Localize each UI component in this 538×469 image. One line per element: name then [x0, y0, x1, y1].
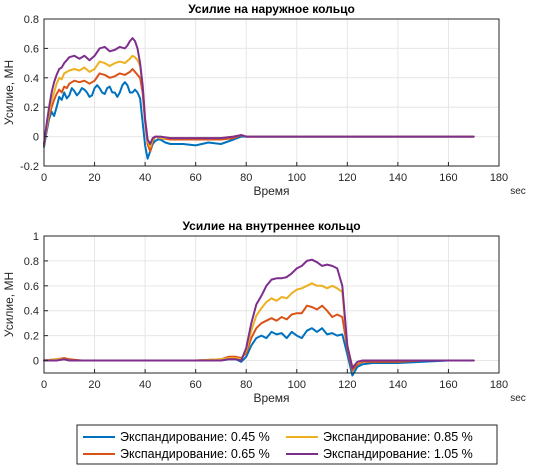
y-tick-label: -0.2 [20, 161, 39, 173]
legend: Экспандирование: 0.45 % Экспандирование:… [76, 424, 498, 465]
x-tick-label: 80 [240, 379, 252, 391]
x-tick-label: 80 [240, 172, 252, 184]
legend-label: Экспандирование: 1.05 % [323, 447, 473, 461]
y-axis-label: Усилие, МН [2, 60, 16, 125]
x-tick-label: 180 [490, 172, 508, 184]
chart-bottom-inner-ring-force: Усилие на внутреннее кольцо Время sec Ус… [2, 219, 526, 405]
series-line [43, 81, 475, 160]
y-tick-label: 0.4 [24, 306, 39, 318]
x-axis-label: Время [253, 184, 289, 198]
y-tick-label: 0.8 [24, 256, 39, 268]
y-tick-label: 0.8 [24, 14, 39, 26]
x-tick-label: 160 [439, 172, 457, 184]
x-tick-label: 40 [139, 379, 151, 391]
x-axis-unit: sec [510, 393, 526, 404]
x-tick-label: 180 [490, 379, 508, 391]
y-tick-label: 0.2 [24, 102, 39, 114]
x-tick-label: 120 [338, 172, 356, 184]
legend-label: Экспандирование: 0.65 % [120, 447, 270, 461]
axes [43, 235, 500, 374]
legend-label: Экспандирование: 0.85 % [323, 430, 473, 444]
chart-title: Усилие на наружное кольцо [188, 2, 355, 16]
x-tick-label: 0 [41, 379, 47, 391]
y-tick-label: 0.6 [24, 43, 39, 55]
series-line [43, 37, 475, 145]
y-tick-label: 1 [33, 231, 39, 243]
x-tick-label: 60 [190, 172, 202, 184]
y-tick-label: 0 [33, 356, 39, 368]
x-tick-label: 40 [139, 172, 151, 184]
legend-label: Экспандирование: 0.45 % [120, 430, 270, 444]
series-group [43, 37, 475, 160]
x-tick-label: 140 [389, 172, 407, 184]
x-tick-label: 100 [288, 172, 306, 184]
axes-frame [43, 18, 500, 167]
x-tick-label: 160 [439, 379, 457, 391]
x-tick-label: 120 [338, 379, 356, 391]
axes-frame [43, 235, 500, 374]
chart-title: Усилие на внутреннее кольцо [182, 219, 360, 233]
legend-entry: Экспандирование: 0.45 % [83, 430, 270, 444]
y-tick-label: 0.4 [24, 73, 39, 85]
y-axis-label: Усилие, МН [2, 272, 16, 337]
legend-entry: Экспандирование: 0.65 % [83, 447, 270, 461]
series-line [43, 258, 475, 369]
x-tick-label: 20 [88, 379, 100, 391]
y-tick-label: 0.6 [24, 281, 39, 293]
x-tick-label: 60 [190, 379, 202, 391]
legend-entry: Экспандирование: 1.05 % [286, 447, 473, 461]
x-tick-label: 100 [288, 379, 306, 391]
x-tick-label: 20 [88, 172, 100, 184]
y-tick-label: 0 [33, 132, 39, 144]
x-tick-label: 0 [41, 172, 47, 184]
x-tick-label: 140 [389, 379, 407, 391]
axes [43, 18, 500, 167]
chart-top-outer-ring-force: Усилие на наружное кольцо Время sec Усил… [2, 2, 526, 198]
x-axis-unit: sec [510, 186, 526, 197]
legend-entry: Экспандирование: 0.85 % [286, 430, 473, 444]
y-tick-label: 0.2 [24, 331, 39, 343]
legend-box [76, 424, 498, 465]
plot-area [44, 236, 499, 373]
x-axis-label: Время [253, 391, 289, 405]
